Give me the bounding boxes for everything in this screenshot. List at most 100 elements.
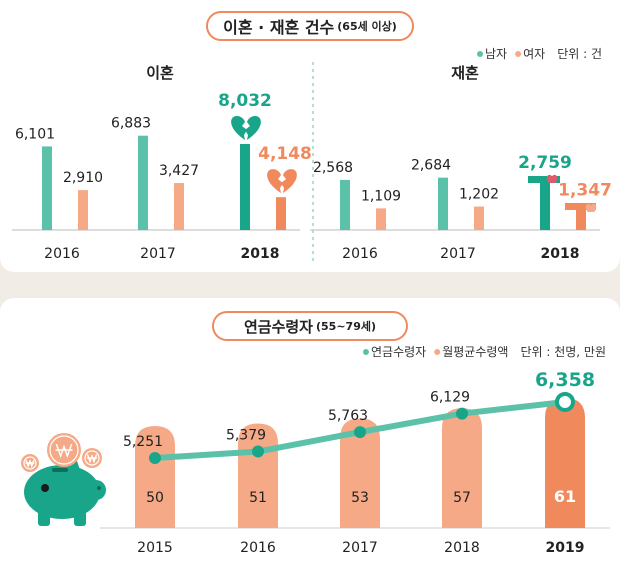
divorce-remarriage-title-text: 이혼 · 재혼 건수 [223, 18, 335, 37]
data-label: 2,684 [411, 158, 451, 174]
amount-bar [442, 408, 482, 528]
pension-legend: 단위 : 천명, 만원 월평균수령액 연금수령자 [363, 344, 606, 359]
chart-title-1: 재혼 [451, 64, 479, 82]
line-value-label: 5,251 [123, 434, 163, 450]
data-label: 1,109 [361, 188, 401, 204]
broken-heart-icon [267, 169, 297, 194]
pig-snout [86, 480, 106, 500]
female-bar [474, 206, 484, 230]
heart-left-half [231, 115, 247, 140]
pension-title: 연금수령자 (55~79세) [212, 311, 408, 341]
pig-eye [41, 484, 49, 492]
data-label: 6,101 [15, 126, 55, 142]
bar-chart-0: 이혼 2016 6,101 2,910 2017 6,883 3,427 2018 8,032 4… [12, 64, 312, 262]
data-label: 1,347 [558, 181, 612, 201]
pension-legend-dot [363, 349, 369, 355]
divorce-legend-label: 여자 [523, 47, 545, 61]
pig-leg [38, 510, 50, 526]
x-tick-label: 2018 [541, 246, 580, 262]
divorce-unit-label: 단위 : 건 [557, 47, 602, 61]
x-tick-label: 2015 [137, 540, 173, 556]
divorce-legend-dot [477, 51, 484, 57]
bar-value-label: 57 [453, 490, 471, 506]
x-tick-label: 2018 [444, 540, 480, 556]
pension-panel [0, 298, 620, 564]
divorce-legend-dot [515, 51, 522, 57]
bar-value-label: 53 [351, 490, 369, 506]
pig-leg [74, 510, 86, 526]
female-bar [78, 190, 88, 230]
data-label: 3,427 [159, 163, 199, 179]
amount-bar [340, 418, 380, 528]
bar-value-label: 50 [146, 490, 164, 506]
pension-title-text: 연금수령자 [243, 317, 313, 336]
piggy-bank-icon [24, 452, 106, 526]
won-coin-icon [82, 448, 102, 468]
pension-legend-dot [434, 349, 441, 355]
data-label: 8,032 [218, 91, 272, 111]
heart-left-half [267, 169, 283, 194]
line-value-label: 6,358 [535, 369, 595, 391]
won-symbol [55, 443, 73, 459]
data-label: 4,148 [258, 144, 312, 164]
x-tick-label: 2017 [342, 540, 378, 556]
divorce-legend: 단위 : 건 여자 남자 [477, 47, 602, 61]
pig-coin-slot [52, 468, 68, 472]
x-tick-label: 2016 [240, 540, 276, 556]
combo-chart: 50 2015 51 2016 53 2017 57 2018 61 2019 5,251 5,379… [100, 369, 610, 556]
x-tick-label: 2019 [546, 540, 585, 556]
heart-right-half [281, 169, 297, 194]
amount-bar [135, 426, 175, 528]
won-coin-icon [47, 433, 81, 467]
chair-icon [528, 174, 597, 226]
male-bar [340, 179, 350, 230]
chart-title-0: 이혼 [146, 64, 174, 82]
broken-heart-icon [231, 115, 261, 140]
line-point [555, 391, 575, 412]
pension-unit-label: 단위 : 천명, 만원 [520, 344, 606, 359]
coin-rim [49, 435, 79, 465]
divorce-remarriage-title-sub: (65세 이상) [337, 20, 397, 33]
male-bar [138, 135, 148, 230]
line-point [149, 452, 161, 464]
pension-title-sub: (55~79세) [316, 320, 377, 333]
x-tick-label: 2016 [44, 246, 80, 262]
female-bar [174, 183, 184, 230]
small-heart-icon [546, 174, 558, 183]
data-label: 2,910 [63, 170, 103, 186]
male-bar [438, 177, 448, 230]
male-bar [42, 146, 52, 230]
line-value-label: 5,763 [328, 408, 368, 424]
data-label: 1,202 [459, 187, 499, 203]
pig-body [24, 465, 100, 519]
bar-chart-1: 재혼 2016 2,568 1,109 2017 2,684 1,202 2018 2,759 1… [310, 64, 612, 262]
male-bar [540, 176, 550, 230]
x-tick-label: 2017 [440, 246, 476, 262]
coin-rim [84, 450, 100, 466]
male-bar [240, 143, 250, 230]
pension-legend-label: 연금수령자 [371, 345, 426, 359]
female-bar [276, 197, 286, 230]
pig-nostril [97, 486, 101, 490]
won-coin-icon [21, 454, 39, 472]
data-label: 2,759 [518, 153, 572, 173]
bar-value-label: 51 [249, 490, 267, 506]
divorce-remarriage-title: 이혼 · 재혼 건수 (65세 이상) [206, 11, 414, 41]
data-label: 2,568 [313, 160, 353, 176]
coin-rim [23, 456, 37, 470]
line-point [354, 426, 366, 439]
x-tick-label: 2018 [241, 246, 280, 262]
line-point [252, 445, 264, 458]
won-symbol [25, 459, 35, 469]
bar-value-label: 61 [554, 487, 576, 506]
divorce-legend-label: 남자 [485, 47, 507, 61]
line-value-label: 6,129 [430, 390, 470, 406]
female-bar [376, 208, 386, 230]
x-tick-label: 2016 [342, 246, 378, 262]
line-value-label: 5,379 [226, 428, 266, 444]
small-heart-icon [585, 203, 597, 212]
x-tick-label: 2017 [140, 246, 176, 262]
amount-bar [545, 397, 585, 528]
divorce-remarriage-panel [0, 0, 620, 272]
